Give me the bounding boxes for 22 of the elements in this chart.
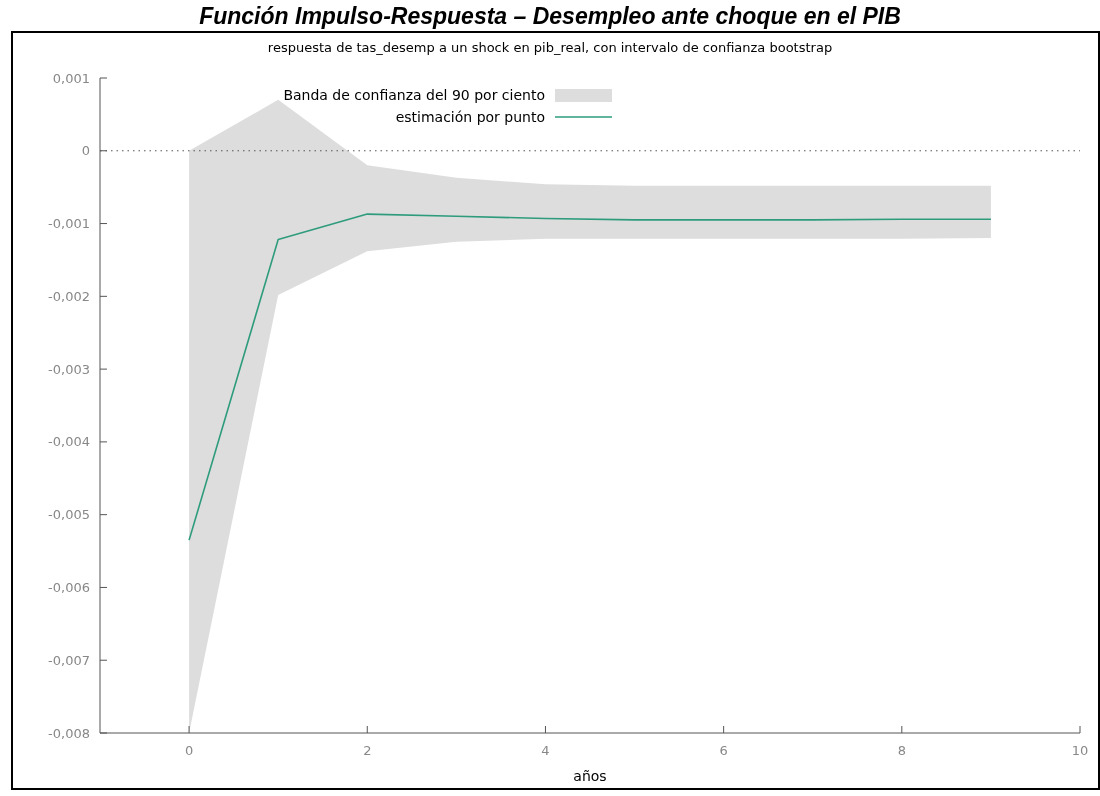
y-tick-label: -0,002 (48, 288, 90, 304)
annotation: Banda de confianza del 90 por ciento (283, 86, 545, 103)
chart-subtitle: respuesta de tas_desemp a un shock en pib_real, con intervalo de confianza bootstrap (267, 40, 833, 55)
y-tick-label: -0,004 (48, 434, 90, 450)
y-tick-label: -0,003 (48, 361, 90, 377)
x-tick-label: 6 (719, 743, 728, 758)
y-tick-label: -0,008 (48, 725, 90, 741)
line-series (188, 213, 992, 541)
y-tick-label: -0,006 (48, 579, 90, 595)
legend-label: estimación por punto (395, 108, 545, 125)
x-tick-label: 4 (541, 743, 550, 758)
y-tick-label: -0,001 (48, 216, 90, 232)
y-tick-label: -0,005 (48, 507, 90, 523)
y-tick-label: 0 (81, 143, 90, 159)
chart-title: Función Impulso-Respuesta – Desempleo ante choque en el PIB (199, 3, 901, 29)
x-tick-label: 0 (184, 743, 194, 758)
y-tick-label: 0,001 (52, 70, 90, 86)
x-tick-label: 2 (363, 743, 372, 758)
x-tick-label: 10 (1071, 743, 1089, 758)
x-axis-title: años (573, 768, 607, 784)
y-tick-label: -0,007 (48, 652, 90, 668)
x-tick-label: 8 (897, 743, 906, 758)
